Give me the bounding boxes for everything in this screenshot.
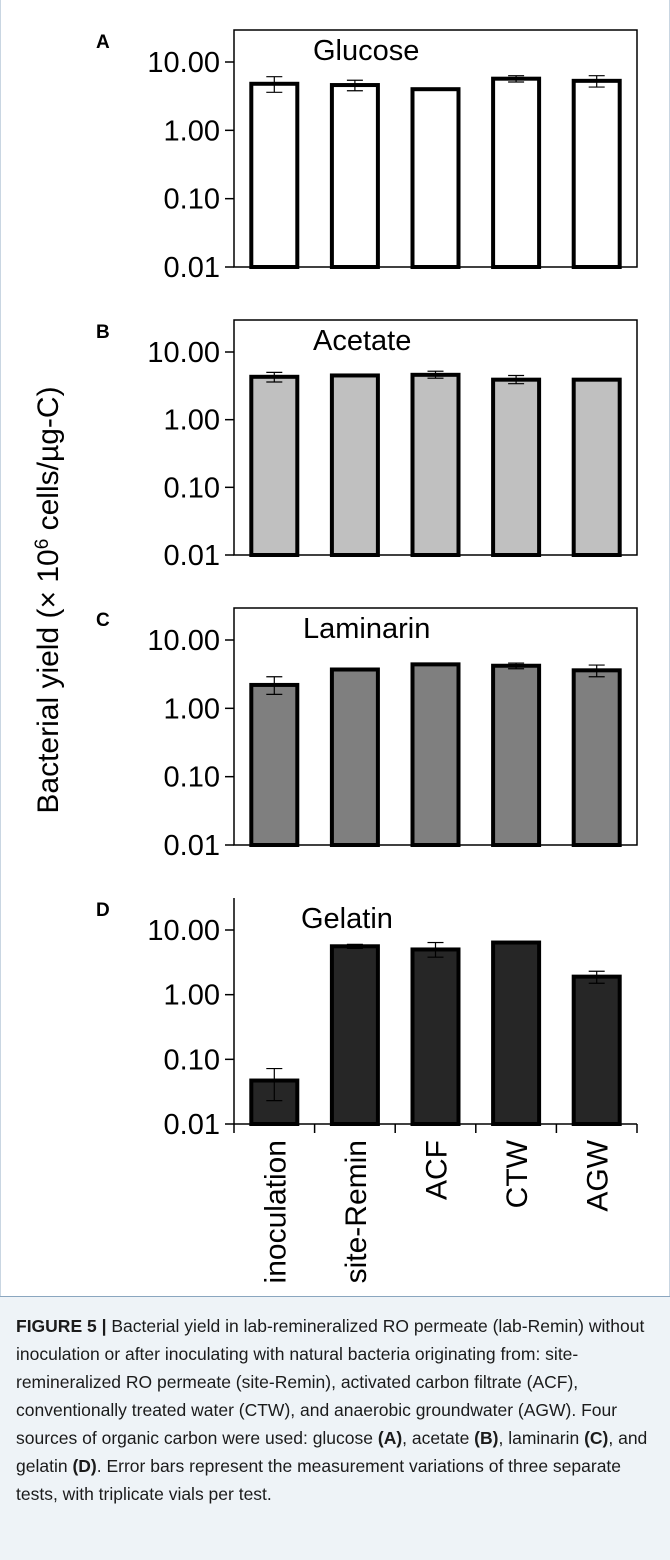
y-tick-label: 1.00 (164, 693, 220, 725)
bar (491, 377, 542, 557)
bar-chart-figure: Bacterial yield (× 106 cells/µg-C) A Gluc… (32, 29, 638, 1290)
caption-text-3: , laminarin (498, 1428, 585, 1448)
bar (249, 81, 300, 269)
bar (410, 372, 461, 558)
bar (249, 374, 300, 557)
bar (249, 682, 300, 847)
panel-letter: A (96, 32, 110, 53)
caption-text-1: Bacterial yield in lab-remineralized RO … (16, 1316, 645, 1448)
caption-text-2: , acetate (402, 1428, 475, 1448)
caption-text-4: , and gelatin (16, 1428, 648, 1476)
bar (571, 974, 622, 1127)
y-axis-label: Bacterial yield (× 106 cells/µg-C) (32, 386, 66, 813)
panel-d: D Gelatin 10.00 1.00 0.10 0.01 No inoculation s… (96, 898, 638, 1290)
panel-b: B Acetate 10.00 1.00 0.10 0.01 (96, 319, 638, 572)
left-frame-line (0, 0, 1, 1296)
panel-title: Glucose (313, 35, 419, 67)
panel-title: Laminarin (303, 613, 430, 645)
x-tick-label: AGW (582, 1139, 615, 1211)
y-tick-label: 0.10 (164, 184, 220, 216)
y-tick-label: 10.00 (147, 47, 220, 79)
bar (410, 947, 461, 1126)
y-tick-label: 0.01 (164, 540, 220, 572)
bar (491, 663, 542, 847)
x-tick-label: CTW (501, 1139, 534, 1208)
bar (410, 87, 461, 269)
x-tick-label: site-Remin (340, 1140, 373, 1283)
bar (491, 940, 542, 1126)
y-tick-label: 10.00 (147, 337, 220, 369)
panel-letter: D (96, 900, 110, 921)
panel-c: C Laminarin 10.00 1.00 0.10 0.01 (96, 607, 638, 862)
panel-title: Acetate (313, 325, 411, 357)
y-tick-label: 0.01 (164, 830, 220, 862)
x-tick-label: No inoculation (259, 1140, 292, 1290)
bar (571, 78, 622, 269)
panel-a: A Glucose 10.00 1.00 0.10 0.01 (96, 29, 638, 284)
caption-label: FIGURE 5 | (16, 1316, 107, 1336)
y-tick-label: 0.10 (164, 1044, 220, 1076)
y-tick-label: 10.00 (147, 625, 220, 657)
bar (329, 944, 380, 1126)
bar (329, 667, 380, 848)
x-tick-label: ACF (421, 1140, 454, 1200)
y-tick-label: 10.00 (147, 915, 220, 947)
y-tick-label: 1.00 (164, 980, 220, 1012)
caption-text-5: . Error bars represent the measurement v… (16, 1456, 622, 1504)
panel-letter: B (96, 322, 110, 343)
figure-caption: FIGURE 5 | Bacterial yield in lab-remine… (16, 1312, 652, 1508)
panel-letter: C (96, 610, 110, 631)
y-tick-label: 1.00 (164, 115, 220, 147)
y-tick-label: 0.01 (164, 1109, 220, 1141)
caption-ref-a: (A) (377, 1428, 403, 1448)
y-tick-label: 1.00 (164, 405, 220, 437)
y-tick-label: 0.01 (164, 252, 220, 284)
caption-box (0, 1296, 670, 1560)
bar (491, 76, 542, 269)
bar (410, 662, 461, 847)
caption-ref-b: (B) (474, 1428, 499, 1448)
panel-title: Gelatin (301, 903, 393, 935)
y-tick-label: 0.10 (164, 762, 220, 794)
caption-ref-c: (C) (584, 1428, 609, 1448)
y-tick-label: 0.10 (164, 472, 220, 504)
bar (329, 373, 380, 557)
bar (571, 377, 622, 557)
bar (571, 668, 622, 847)
bar (329, 83, 380, 270)
caption-ref-d: (D) (72, 1456, 97, 1476)
